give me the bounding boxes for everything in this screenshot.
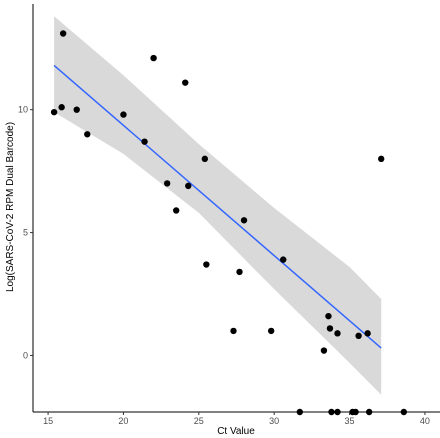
data-point-22: [325, 312, 332, 320]
data-point-21: [320, 347, 328, 354]
data-point-14: [203, 261, 210, 268]
x-tick-label-25: 25: [194, 416, 204, 426]
data-point-11: [182, 79, 189, 86]
x-axis-title: Ct Value: [217, 426, 255, 437]
x-tick-label-30: 30: [269, 416, 279, 426]
data-point-17: [240, 217, 248, 224]
data-point-9: [163, 180, 171, 187]
data-point-16: [236, 268, 243, 276]
x-tick-label-40: 40: [420, 416, 430, 426]
regression-line-layer: [53, 64, 382, 349]
y-tick-label-0: 0: [23, 350, 28, 360]
y-tick-label-5: 5: [23, 228, 28, 238]
data-point-23: [326, 325, 334, 332]
data-point-15: [230, 327, 237, 335]
data-point-19: [280, 256, 287, 263]
data-point-13: [201, 155, 209, 163]
x-tick-label-15: 15: [43, 416, 53, 426]
confidence-band: [54, 16, 382, 395]
data-point-18: [267, 327, 275, 335]
data-point-1: [50, 108, 58, 116]
data-point-25: [334, 330, 341, 337]
y-axis-title: Log(SARS-CoV-2 RPM Dual Barcode): [5, 122, 16, 292]
data-point-32: [378, 155, 385, 163]
x-tick-label-35: 35: [345, 416, 355, 426]
confidence-band-layer: [54, 16, 382, 395]
axes-layer: 15 20 25 30 35 40 0 5 10: [18, 4, 440, 426]
data-point-29: [355, 332, 362, 340]
x-tick-label-20: 20: [118, 416, 128, 426]
data-point-5: [84, 131, 91, 138]
data-point-2: [58, 104, 65, 111]
data-point-7: [141, 138, 148, 145]
data-point-12: [185, 182, 192, 190]
y-tick-label-10: 10: [18, 105, 28, 115]
data-point-30: [364, 330, 371, 337]
data-point-3: [59, 30, 67, 37]
data-points-layer: [50, 30, 408, 416]
data-point-10: [173, 207, 180, 214]
data-point-6: [120, 111, 127, 118]
data-point-8: [150, 54, 157, 62]
data-point-4: [73, 106, 80, 113]
regression-line: [53, 64, 382, 349]
